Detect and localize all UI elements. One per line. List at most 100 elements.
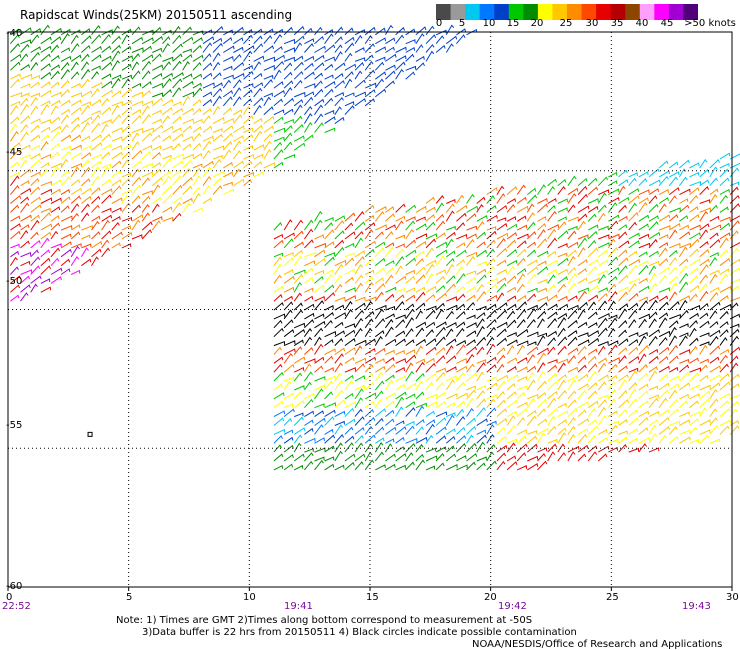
wind-barb: [577, 444, 589, 453]
wind-barb: [283, 301, 294, 311]
wind-barb: [476, 221, 485, 231]
wind-barb: [30, 46, 41, 53]
wind-barb: [20, 92, 30, 98]
wind-barb: [648, 370, 658, 382]
wind-barb: [243, 70, 254, 80]
wind-barb: [719, 249, 729, 258]
wind-barb: [20, 154, 31, 160]
wind-barb: [567, 399, 577, 409]
lat-tick-label: -60: [6, 581, 22, 592]
wind-barb: [425, 465, 436, 471]
wind-barb: [486, 420, 497, 426]
wind-barb: [162, 29, 172, 36]
wind-barb: [121, 172, 131, 178]
wind-barb: [314, 336, 322, 346]
wind-barb: [618, 443, 628, 453]
wind-barb: [91, 110, 101, 116]
wind-barb: [273, 256, 283, 266]
wind-barb: [40, 286, 52, 293]
wind-barb: [608, 314, 618, 320]
wind-barb: [658, 258, 669, 267]
wind-barb: [243, 145, 254, 151]
wind-barb: [608, 256, 619, 267]
wind-barb: [425, 381, 434, 391]
wind-barb: [212, 82, 223, 89]
wind-barb: [314, 249, 326, 258]
wind-barb: [648, 348, 659, 355]
wind-barb: [304, 295, 314, 302]
wind-barb: [425, 263, 435, 275]
wind-barb: [557, 312, 568, 320]
wind-barb: [709, 374, 721, 382]
wind-barb: [709, 417, 718, 426]
wind-barb: [618, 355, 627, 364]
wind-barb: [80, 78, 90, 89]
wind-barb: [709, 398, 719, 409]
wind-barb: [40, 188, 53, 196]
wind-barb: [679, 349, 691, 355]
wind-barb: [537, 432, 546, 444]
wind-barb: [253, 55, 265, 62]
wind-barb: [496, 232, 509, 240]
wind-barb: [131, 214, 144, 222]
time-label: 19:41: [284, 601, 313, 612]
wind-barb: [658, 241, 669, 249]
wind-barb: [395, 68, 404, 80]
wind-barb: [354, 98, 366, 107]
wind-barb: [151, 220, 161, 231]
wind-barb: [719, 303, 732, 311]
wind-barb: [456, 28, 467, 36]
wind-barb: [293, 79, 303, 89]
wind-barb: [618, 257, 629, 267]
wind-barb: [597, 453, 608, 462]
wind-barb: [537, 318, 545, 329]
wind-barb: [597, 192, 607, 204]
wind-barb: [587, 348, 598, 355]
wind-barb: [223, 117, 234, 125]
wind-barb: [668, 408, 680, 417]
wind-barb: [679, 258, 689, 267]
wind-barb: [9, 256, 18, 266]
wind-barb: [557, 198, 568, 204]
wind-barb: [537, 302, 548, 311]
wind-barb: [152, 145, 162, 151]
wind-barb: [699, 229, 709, 240]
wind-barb: [679, 411, 690, 418]
wind-barb: [283, 454, 294, 462]
wind-barb: [293, 241, 304, 249]
wind-barb: [50, 91, 62, 98]
wind-barb: [364, 364, 374, 373]
wind-barb: [435, 326, 446, 338]
wind-barb: [101, 33, 111, 45]
wind-barb: [40, 63, 51, 71]
wind-barb: [679, 309, 689, 320]
wind-barb: [638, 332, 648, 338]
wind-barb: [425, 196, 435, 204]
wind-barb: [719, 295, 729, 302]
chart-title: Rapidscat Winds(25KM) 20150511 ascending: [20, 8, 293, 22]
wind-barb: [121, 194, 129, 204]
wind-barb: [699, 258, 710, 267]
wind-barb: [273, 383, 283, 391]
wind-barb: [415, 274, 426, 284]
wind-barb: [547, 294, 558, 302]
wind-barb: [40, 212, 51, 222]
wind-barb: [91, 166, 100, 178]
wind-barb: [40, 71, 52, 80]
wind-barb: [10, 185, 20, 195]
wind-barb: [60, 233, 72, 240]
wind-barb: [273, 356, 284, 364]
wind-barb: [91, 99, 102, 107]
wind-barb: [709, 382, 721, 391]
wind-barb: [293, 391, 303, 400]
wind-barb: [202, 36, 215, 45]
wind-barb: [344, 212, 356, 222]
wind-barb: [425, 34, 437, 45]
wind-barb: [354, 397, 364, 408]
wind-barb: [466, 385, 476, 391]
lon-tick-label: 15: [366, 592, 379, 603]
wind-barb: [598, 287, 608, 293]
wind-barb: [638, 383, 649, 391]
wind-barb: [577, 390, 587, 400]
wind-barb: [658, 295, 668, 302]
